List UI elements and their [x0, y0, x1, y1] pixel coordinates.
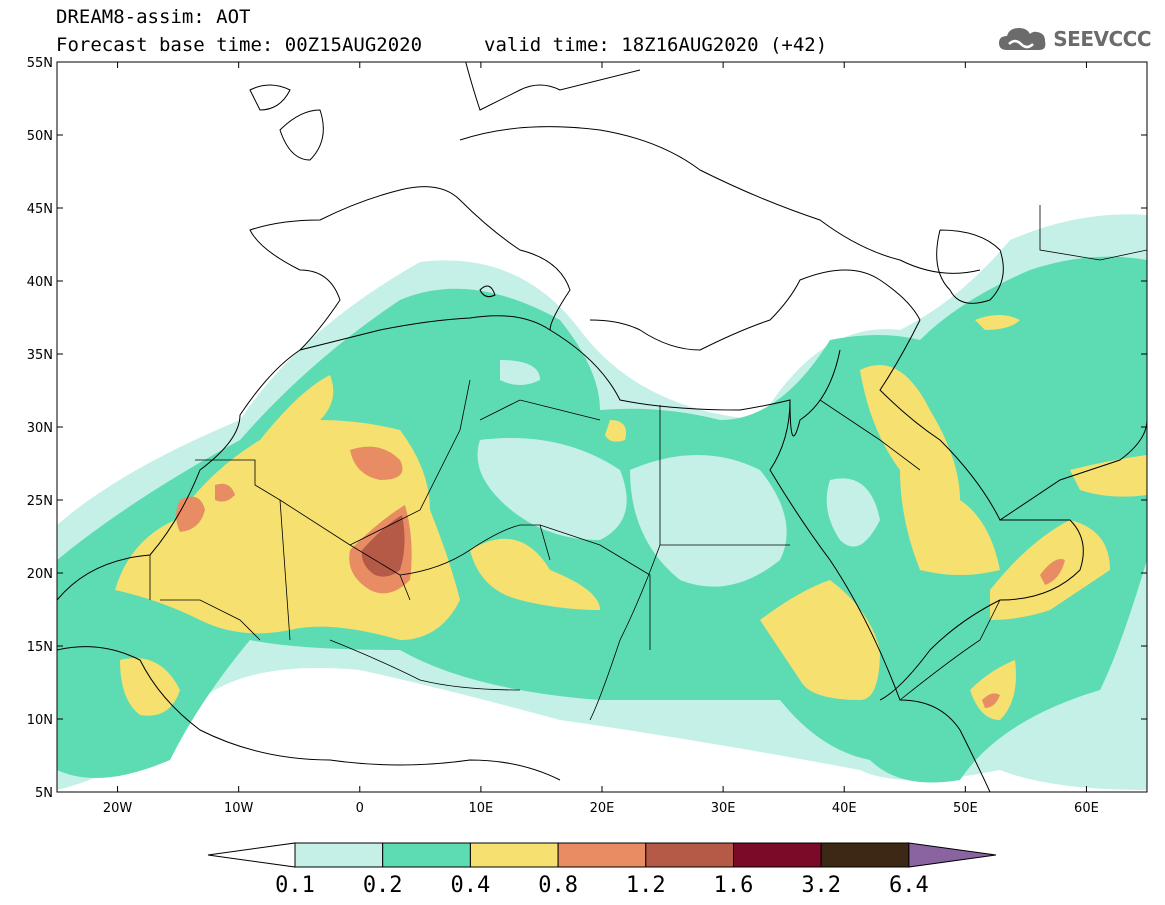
colorbar-label: 1.6: [714, 873, 754, 898]
colorbar-swatch: [557, 842, 647, 868]
map-title: DREAM8-assim: AOT: [56, 6, 251, 28]
aot-patch: [970, 660, 1016, 720]
coastlines: [57, 62, 1147, 792]
lat-tick-label: 5N: [35, 786, 53, 801]
aot-level-1-2: [361, 515, 405, 577]
lat-tick-label: 45N: [27, 202, 53, 217]
aot-patch: [1070, 455, 1147, 497]
forecast-base-time: Forecast base time: 00Z15AUG2020: [56, 34, 423, 56]
lon-tick-label: 10E: [469, 801, 494, 816]
colorbar-swatch: [820, 842, 910, 868]
lon-tick-label: 30E: [711, 801, 736, 816]
aot-patch: [120, 658, 180, 716]
aot-patch: [975, 315, 1020, 330]
borders: [149, 205, 1147, 721]
aot-patch: [500, 360, 540, 385]
aot-patch: [1040, 559, 1065, 585]
lat-tick-label: 50N: [27, 129, 53, 144]
colorbar-label: 0.4: [451, 873, 491, 898]
lat-tick-label: 10N: [27, 713, 53, 728]
colorbar-swatch: [733, 842, 822, 868]
cloud-icon: [999, 28, 1046, 50]
logo-text: SEEVCCC: [1053, 27, 1151, 51]
colorbar-swatch: [382, 842, 471, 868]
aot-level-0-8: [350, 446, 403, 480]
latitude-axis: 5N 10N 15N 20N 25N 30N 35N 40N 45N 50N 55N: [27, 56, 1147, 801]
lat-tick-label: 35N: [27, 348, 53, 363]
lat-tick-label: 55N: [27, 56, 53, 71]
aot-patch: [630, 455, 787, 587]
aot-patch: [605, 420, 626, 442]
colorbar-swatch: [294, 842, 384, 868]
aot-patch: [477, 438, 627, 540]
colorbar-arrow-high: [908, 842, 996, 868]
lat-tick-label: 30N: [27, 421, 53, 436]
colorbar-label: 0.1: [275, 873, 315, 898]
aot-patch: [760, 580, 880, 700]
colorbar-label: 1.2: [626, 873, 666, 898]
aot-patch: [826, 478, 880, 547]
aot-patch: [470, 538, 600, 610]
longitude-axis: 20W 10W 0 10E 20E 30E 40E 50E 60E: [103, 62, 1099, 816]
lon-tick-label: 20E: [590, 801, 615, 816]
colorbar-label: 0.2: [363, 873, 403, 898]
lon-tick-label: 10W: [224, 801, 254, 816]
lon-tick-label: 40E: [832, 801, 857, 816]
lon-tick-label: 60E: [1074, 801, 1099, 816]
lat-tick-label: 40N: [27, 275, 53, 290]
aot-patch: [982, 693, 1000, 708]
lon-tick-label: 50E: [953, 801, 978, 816]
lat-tick-label: 15N: [27, 640, 53, 655]
colorbar-swatch: [469, 842, 559, 868]
colorbar-swatch: [645, 842, 734, 868]
colorbar-label: 0.8: [538, 873, 578, 898]
seevccc-logo: SEEVCCC: [997, 24, 1151, 54]
lat-tick-label: 25N: [27, 494, 53, 509]
aot-contours: [57, 214, 1147, 790]
lat-tick-label: 20N: [27, 567, 53, 582]
lon-tick-label: 0: [356, 801, 364, 816]
colorbar-label: 3.2: [801, 873, 841, 898]
colorbar-arrow-low: [207, 842, 296, 868]
colorbar-label: 6.4: [889, 873, 929, 898]
valid-time: valid time: 18Z16AUG2020 (+42): [484, 34, 828, 56]
aot-patch: [215, 483, 235, 502]
lon-tick-label: 20W: [103, 801, 133, 816]
aot-patch: [860, 365, 1000, 575]
